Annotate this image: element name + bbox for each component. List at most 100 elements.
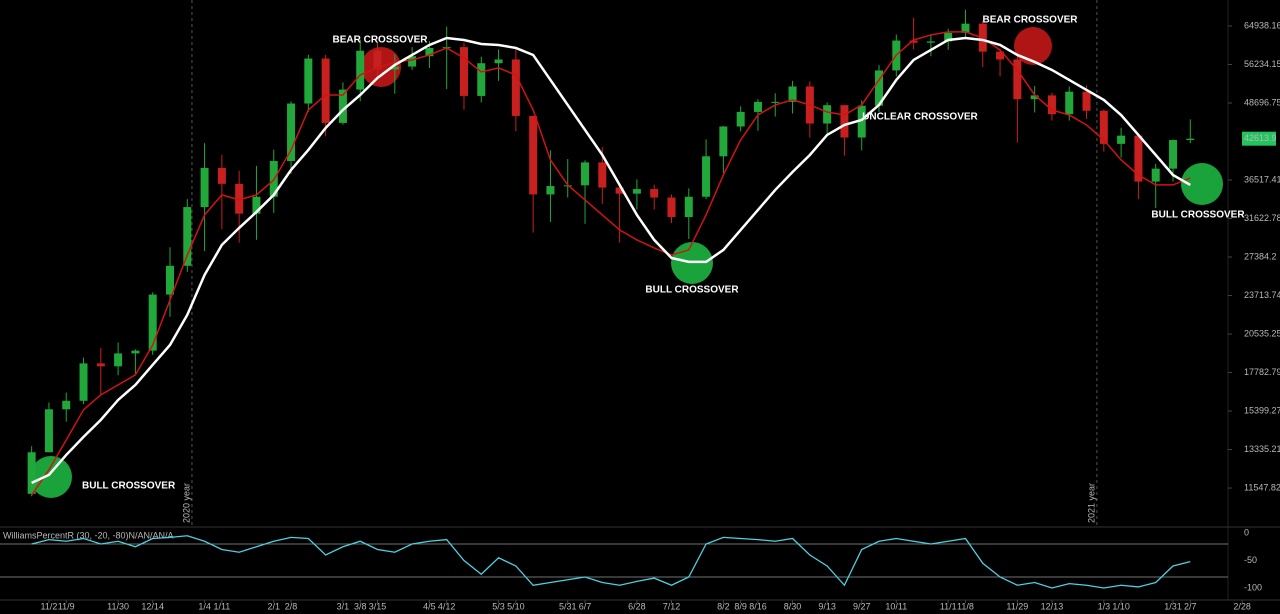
y-tick-label: 20535.25 xyxy=(1244,328,1280,338)
candle-body xyxy=(235,183,244,214)
y-tick-label: 27384.2 xyxy=(1244,251,1277,261)
candle-body xyxy=(615,187,624,194)
candle-body xyxy=(909,40,918,43)
candle-body xyxy=(356,50,365,90)
x-tick-label: 8/16 xyxy=(749,601,767,611)
x-tick-label: 4/5 xyxy=(423,601,436,611)
y-tick-label: 0 xyxy=(1244,527,1249,537)
candle-body xyxy=(667,197,676,218)
x-tick-label: 8/9 xyxy=(734,601,747,611)
candle-body xyxy=(62,400,71,410)
candle-body xyxy=(598,162,607,188)
candle-body xyxy=(131,350,140,354)
crossover-marker xyxy=(30,456,72,498)
candle-body xyxy=(702,156,711,197)
candle-body xyxy=(96,363,105,367)
candle-body xyxy=(1186,138,1195,141)
x-tick-label: 1/3 xyxy=(1098,601,1111,611)
candle-body xyxy=(581,162,590,186)
candle-body xyxy=(148,294,157,351)
candle-body xyxy=(252,196,261,214)
y-tick-label: 48696.75 xyxy=(1244,97,1280,107)
y-tick-label: 23713.74 xyxy=(1244,290,1280,300)
x-tick-label: 5/10 xyxy=(507,601,525,611)
candle-body xyxy=(546,186,555,195)
last-price-label: 42613.9 xyxy=(1244,133,1277,143)
x-tick-label: 11/1 xyxy=(940,601,957,611)
x-tick-label: 11/30 xyxy=(107,601,129,611)
annotation: BULL CROSSOVER xyxy=(82,481,176,492)
candle-body xyxy=(425,48,434,57)
candle-body xyxy=(373,50,382,70)
x-tick-label: 2/8 xyxy=(285,601,298,611)
annotation: UNCLEAR CROSSOVER xyxy=(862,112,978,123)
x-tick-label: 1/10 xyxy=(1112,601,1130,611)
candle-body xyxy=(926,41,935,43)
crossover-marker xyxy=(1181,163,1223,205)
y-tick-label: 64938.16 xyxy=(1244,20,1280,30)
candle-body xyxy=(823,105,832,124)
candle-body xyxy=(1082,91,1091,111)
crossover-marker xyxy=(1014,27,1052,65)
candle-body xyxy=(632,189,641,194)
candle-body xyxy=(200,167,209,208)
candle-body xyxy=(961,23,970,33)
annotation: BULL CROSSOVER xyxy=(1151,210,1245,221)
candle-body xyxy=(390,66,399,70)
candle-body xyxy=(304,58,313,104)
x-tick-label: 11/29 xyxy=(1006,601,1028,611)
candle-body xyxy=(477,63,486,96)
candle-body xyxy=(459,47,468,96)
x-tick-label: 8/2 xyxy=(717,601,730,611)
x-tick-label: 11/2 xyxy=(41,601,58,611)
y-tick-label: 36517.41 xyxy=(1244,174,1280,184)
candle-body xyxy=(1117,135,1126,144)
annotation: BULL CROSSOVER xyxy=(645,285,739,296)
x-tick-label: 6/28 xyxy=(628,601,646,611)
candle-body xyxy=(27,452,36,494)
annotation: BEAR CROSSOVER xyxy=(982,15,1078,26)
x-tick-label: 11/8 xyxy=(957,601,974,611)
x-tick-label: 5/31 xyxy=(559,601,577,611)
candle-body xyxy=(1030,95,1039,100)
candle-body xyxy=(287,103,296,162)
candle-body xyxy=(1099,110,1108,144)
candle-body xyxy=(114,353,123,367)
x-tick-label: 2/7 xyxy=(1184,601,1197,611)
y-tick-label: -100 xyxy=(1244,582,1262,592)
y-tick-label: 13335.21 xyxy=(1244,444,1280,454)
candle-body xyxy=(1134,135,1143,182)
candle-body xyxy=(217,167,226,184)
candle-body xyxy=(338,89,347,123)
x-tick-label: 12/13 xyxy=(1041,601,1064,611)
candle-body xyxy=(494,59,503,64)
y-tick-label: 56234.15 xyxy=(1244,59,1280,69)
candle-body xyxy=(736,111,745,127)
x-tick-label: 3/8 xyxy=(354,601,367,611)
candle-body xyxy=(1013,59,1022,100)
candle-body xyxy=(753,101,762,112)
candle-body xyxy=(684,196,693,218)
x-tick-label: 2/1 xyxy=(267,601,280,611)
x-tick-label: 3/1 xyxy=(337,601,350,611)
candle-body xyxy=(944,32,953,42)
y-tick-label: -50 xyxy=(1244,555,1257,565)
last-price-badge xyxy=(1242,131,1276,146)
candle-body xyxy=(183,207,192,266)
candle-body xyxy=(840,105,849,138)
indicator-line xyxy=(31,535,1191,589)
x-tick-label: 5/3 xyxy=(492,601,505,611)
x-tick-label: 9/27 xyxy=(853,601,871,611)
y-tick-label: 17782.79 xyxy=(1244,367,1280,377)
candle-body xyxy=(321,58,330,123)
moving-average xyxy=(31,36,1191,484)
year-label: 2020 year xyxy=(181,483,191,523)
x-tick-label: 10/11 xyxy=(885,601,907,611)
candle-body xyxy=(875,70,884,106)
candle-body xyxy=(1168,140,1177,169)
candle-body xyxy=(408,56,417,67)
candle-body xyxy=(1065,91,1074,115)
candle-body xyxy=(529,115,538,195)
x-tick-label: 2/28 xyxy=(1233,601,1251,611)
